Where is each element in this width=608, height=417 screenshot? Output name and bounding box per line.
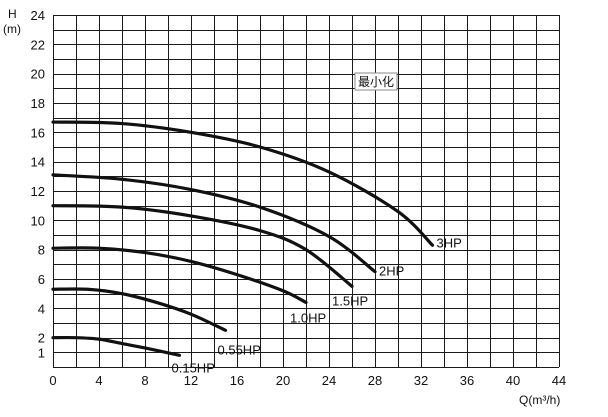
series-line bbox=[51, 287, 228, 332]
y-tick-label: 22 bbox=[31, 37, 45, 52]
y-tick-label: 6 bbox=[38, 272, 45, 287]
y-tick-label: 10 bbox=[31, 213, 45, 228]
series-label: 0.55HP bbox=[218, 342, 261, 357]
y-tick-label: 4 bbox=[38, 301, 45, 316]
x-tick-label: 28 bbox=[368, 373, 382, 388]
series-label: 0.15HP bbox=[172, 360, 215, 375]
x-tick-label: 40 bbox=[506, 373, 520, 388]
series-label: 1.0HP bbox=[290, 310, 326, 325]
y-axis-label-h: H bbox=[8, 7, 17, 21]
x-tick-label: 44 bbox=[552, 373, 566, 388]
y-axis-label-m: (m) bbox=[3, 22, 21, 36]
x-tick-label: 24 bbox=[322, 373, 336, 388]
series-label: 2HP bbox=[379, 264, 404, 279]
x-tick-label: 32 bbox=[414, 373, 428, 388]
series-line bbox=[51, 204, 354, 288]
series-line bbox=[51, 173, 377, 274]
x-tick-label: 4 bbox=[95, 373, 102, 388]
y-tick-label: 1 bbox=[38, 345, 45, 360]
y-tick-label: 12 bbox=[31, 184, 45, 199]
x-tick-label: 20 bbox=[276, 373, 290, 388]
x-tick-label: 12 bbox=[184, 373, 198, 388]
x-tick-label: 36 bbox=[460, 373, 474, 388]
x-axis-label: Q(m³/h) bbox=[519, 393, 560, 407]
series-line bbox=[51, 120, 435, 247]
y-tick-label: 20 bbox=[31, 67, 45, 82]
x-tick-label: 8 bbox=[141, 373, 148, 388]
series-curves bbox=[51, 120, 435, 357]
tick-labels: 0 4 8 12 16 20 24 28 32 36 40 441246810121416182022… bbox=[31, 8, 567, 388]
x-tick-label: 0 bbox=[49, 373, 56, 388]
annotation-text: 最小化 bbox=[358, 75, 394, 89]
y-tick-label: 8 bbox=[38, 243, 45, 258]
y-tick-label: 24 bbox=[31, 8, 45, 23]
y-tick-label: 2 bbox=[38, 331, 45, 346]
y-tick-label: 18 bbox=[31, 96, 45, 111]
x-tick-label: 16 bbox=[230, 373, 244, 388]
series-line bbox=[51, 246, 308, 305]
grid bbox=[53, 15, 560, 368]
y-tick-label: 16 bbox=[31, 125, 45, 140]
y-tick-label: 14 bbox=[31, 155, 45, 170]
series-label: 1.5HP bbox=[332, 293, 368, 308]
annotation-box: 最小化 bbox=[354, 72, 398, 91]
series-line bbox=[51, 335, 182, 357]
series-label: 3HP bbox=[437, 235, 462, 250]
